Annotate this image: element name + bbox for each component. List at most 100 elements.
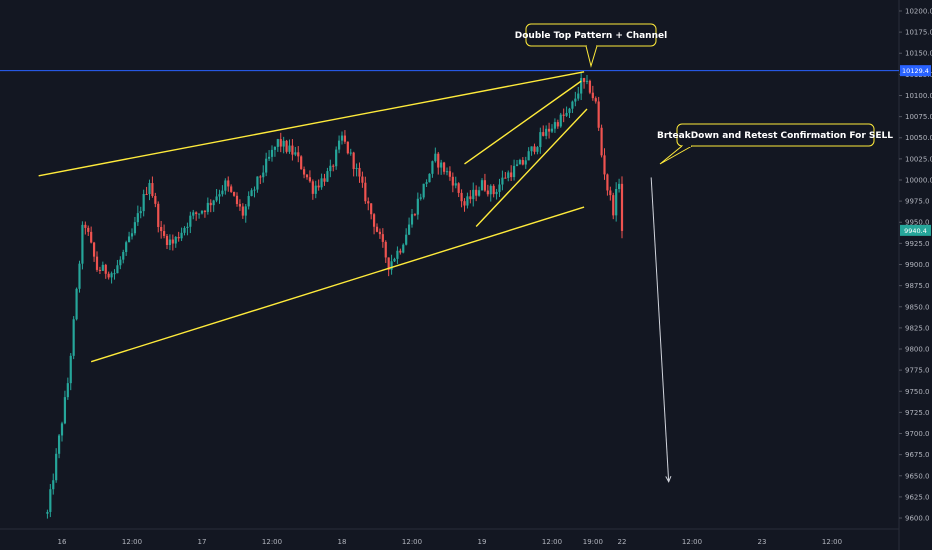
candle-body bbox=[320, 178, 323, 188]
candle-body bbox=[329, 165, 332, 172]
x-tick-label: 22 bbox=[618, 538, 627, 546]
y-tick-label: 10175.0 bbox=[905, 29, 932, 37]
candle-body bbox=[130, 233, 134, 237]
trendline[interactable] bbox=[38, 71, 585, 177]
last-price-tag-bg bbox=[900, 224, 931, 236]
candle-body bbox=[311, 181, 314, 194]
candle-body bbox=[265, 158, 268, 173]
candle-body bbox=[466, 196, 469, 206]
candle-body bbox=[483, 180, 487, 191]
candle-body bbox=[492, 185, 495, 195]
candle-body bbox=[475, 189, 478, 196]
price-line-tag-bg bbox=[900, 65, 931, 77]
x-tick-label: 12:00 bbox=[262, 538, 282, 546]
candle-body bbox=[302, 169, 306, 175]
candle-body bbox=[539, 132, 542, 148]
candle-body bbox=[393, 258, 396, 262]
candle-body bbox=[119, 259, 122, 266]
candle-body bbox=[107, 273, 110, 278]
candle-body bbox=[92, 242, 96, 257]
candle-body bbox=[501, 177, 504, 185]
x-tick-label: 12:00 bbox=[682, 538, 702, 546]
candle-body bbox=[390, 261, 393, 270]
candle-body bbox=[399, 250, 402, 253]
candle-body bbox=[425, 182, 428, 184]
trendline[interactable] bbox=[90, 206, 585, 363]
candle-body bbox=[122, 252, 125, 260]
y-tick-label: 9900.0 bbox=[905, 261, 930, 269]
candle-body bbox=[262, 172, 265, 178]
candle-body bbox=[148, 183, 151, 195]
candle-body bbox=[591, 92, 594, 99]
candle-body bbox=[413, 214, 417, 216]
candle-body bbox=[55, 453, 58, 481]
candle-body bbox=[547, 128, 551, 132]
candle-body bbox=[84, 224, 87, 228]
candle-body bbox=[241, 206, 244, 216]
candle-body bbox=[571, 101, 574, 109]
candle-body bbox=[279, 139, 282, 147]
candle-body bbox=[300, 156, 303, 170]
candle-body bbox=[235, 195, 239, 205]
candle-body bbox=[294, 152, 297, 155]
candle-body bbox=[250, 190, 253, 197]
projection-arrow-line[interactable] bbox=[650, 177, 670, 482]
candle-body bbox=[530, 146, 533, 152]
signal-callout[interactable]: BrteakDown and Retest Confirmation For S… bbox=[657, 123, 893, 165]
y-tick-label: 10025.0 bbox=[905, 155, 932, 163]
price-axis[interactable]: 9600.0 9625.0 9650.0 9675.0 9700.0 9725.0 9750… bbox=[899, 7, 932, 523]
y-tick-label: 9750.0 bbox=[905, 388, 930, 396]
candle-body bbox=[442, 162, 446, 172]
candle-body bbox=[256, 176, 259, 190]
candle-body bbox=[113, 273, 116, 275]
candle-body bbox=[288, 145, 291, 152]
candle-body bbox=[46, 511, 49, 514]
time-axis[interactable]: 16 12:00 17 12:00 18 12:00 19 12:00 19:00 22 12:00… bbox=[58, 538, 843, 546]
candle-body bbox=[244, 206, 247, 216]
x-tick-label: 23 bbox=[758, 538, 767, 546]
candle-body bbox=[49, 489, 52, 512]
candle-body bbox=[396, 250, 399, 259]
candle-body bbox=[451, 176, 454, 186]
candle-body bbox=[221, 190, 224, 195]
candle-body bbox=[486, 190, 489, 195]
candle-body bbox=[460, 192, 463, 202]
candle-body bbox=[565, 112, 568, 116]
candle-body bbox=[346, 141, 349, 154]
candle-body bbox=[615, 188, 618, 216]
candle-body bbox=[352, 152, 355, 169]
candle-body bbox=[72, 319, 75, 356]
candle-body bbox=[337, 140, 341, 150]
candle-body bbox=[469, 196, 472, 200]
candle-body bbox=[189, 215, 192, 227]
candle-body bbox=[186, 226, 189, 228]
candle-body bbox=[550, 128, 554, 132]
candle-body bbox=[349, 152, 352, 154]
candle-body bbox=[512, 165, 516, 178]
candle-body bbox=[177, 236, 180, 239]
candle-body bbox=[247, 196, 250, 207]
candle-body bbox=[154, 195, 157, 204]
trendline[interactable] bbox=[464, 80, 582, 165]
candle-body bbox=[361, 176, 364, 183]
x-tick-label: 12:00 bbox=[542, 538, 562, 546]
candle-body bbox=[594, 98, 597, 102]
candle-body bbox=[577, 93, 580, 99]
candle-body bbox=[127, 236, 131, 243]
candle-body bbox=[533, 146, 536, 152]
pattern-callout[interactable]: Double Top Pattern + Channel bbox=[515, 23, 667, 68]
candle-body bbox=[428, 173, 431, 183]
candle-body bbox=[297, 152, 300, 157]
candle-body bbox=[448, 171, 452, 177]
candle-body bbox=[335, 149, 338, 167]
candle-body bbox=[405, 234, 408, 245]
candle-body bbox=[582, 78, 586, 82]
trendline[interactable] bbox=[475, 108, 588, 227]
candle-body bbox=[276, 139, 279, 147]
candle-body bbox=[273, 146, 277, 150]
candle-body bbox=[556, 122, 559, 127]
pattern-callout-pointer bbox=[585, 45, 598, 68]
drawings-layer bbox=[0, 70, 899, 483]
candle-body bbox=[101, 264, 104, 271]
